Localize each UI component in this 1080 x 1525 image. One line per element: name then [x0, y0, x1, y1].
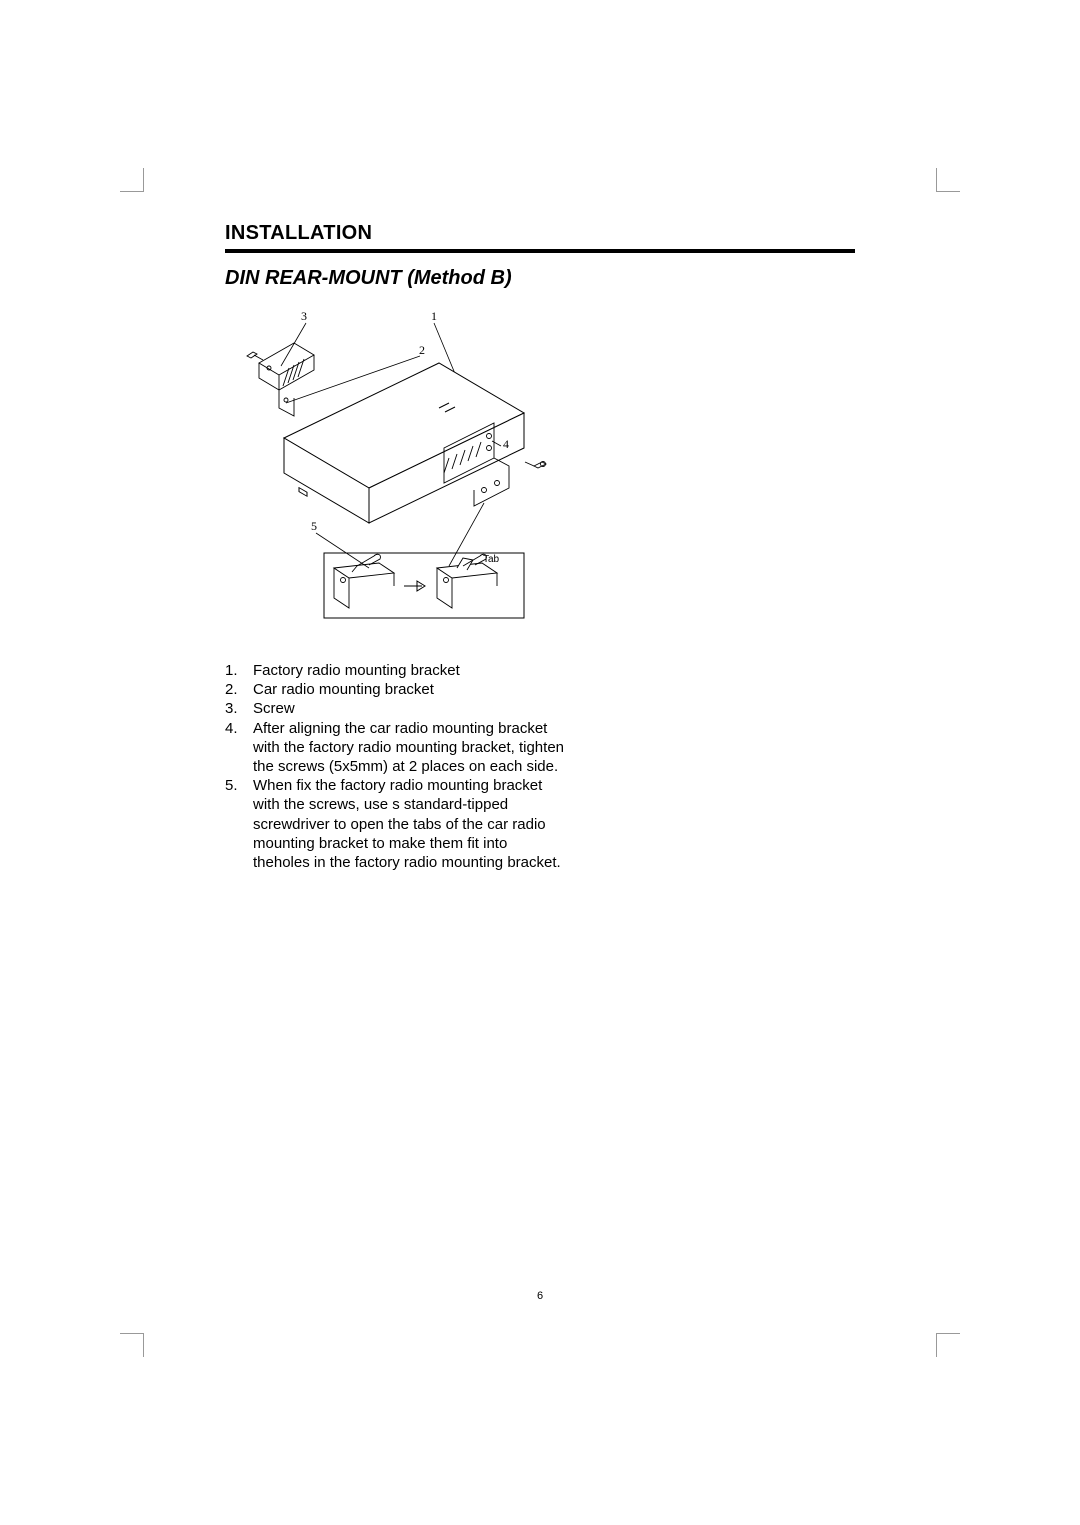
page-content: INSTALLATION DIN REAR-MOUNT (Method B) 3…	[225, 222, 855, 872]
section-subtitle: DIN REAR-MOUNT (Method B)	[225, 267, 855, 290]
list-text: Factory radio mounting bracket	[253, 661, 565, 680]
list-item: 2. Car radio mounting bracket	[225, 680, 565, 699]
tab-label: Tab	[483, 554, 500, 565]
list-item: 5. When fix the factory radio mounting b…	[225, 776, 565, 872]
list-item: 3. Screw	[225, 699, 565, 718]
list-item: 1. Factory radio mounting bracket	[225, 661, 565, 680]
list-text: Car radio mounting bracket	[253, 680, 565, 699]
list-item: 4. After aligning the car radio mounting…	[225, 719, 565, 777]
instruction-list: 1. Factory radio mounting bracket 2. Car…	[225, 661, 565, 872]
crop-mark-bottom-left	[120, 1333, 144, 1357]
diagram-svg: 3 1 2	[239, 308, 569, 628]
list-text: After aligning the car radio mounting br…	[253, 719, 565, 777]
rear-mount-diagram: 3 1 2	[239, 308, 855, 633]
section-header: INSTALLATION	[225, 222, 855, 253]
callout-5: 5	[311, 519, 317, 533]
callout-1: 1	[431, 309, 437, 323]
page-number: 6	[0, 1290, 1080, 1302]
callout-4: 4	[503, 437, 509, 451]
upper-bracket-icon	[247, 343, 314, 416]
list-text: When fix the factory radio mounting brac…	[253, 776, 565, 872]
list-number: 2.	[225, 680, 253, 699]
list-number: 4.	[225, 719, 253, 738]
list-text: Screw	[253, 699, 565, 718]
crop-mark-bottom-right	[936, 1333, 960, 1357]
callout-2: 2	[419, 343, 425, 357]
list-number: 3.	[225, 699, 253, 718]
callout-3: 3	[301, 309, 307, 323]
crop-mark-top-left	[120, 168, 144, 192]
tab-detail-inset: Tab	[324, 553, 524, 618]
list-number: 5.	[225, 776, 253, 795]
crop-mark-top-right	[936, 168, 960, 192]
list-number: 1.	[225, 661, 253, 680]
